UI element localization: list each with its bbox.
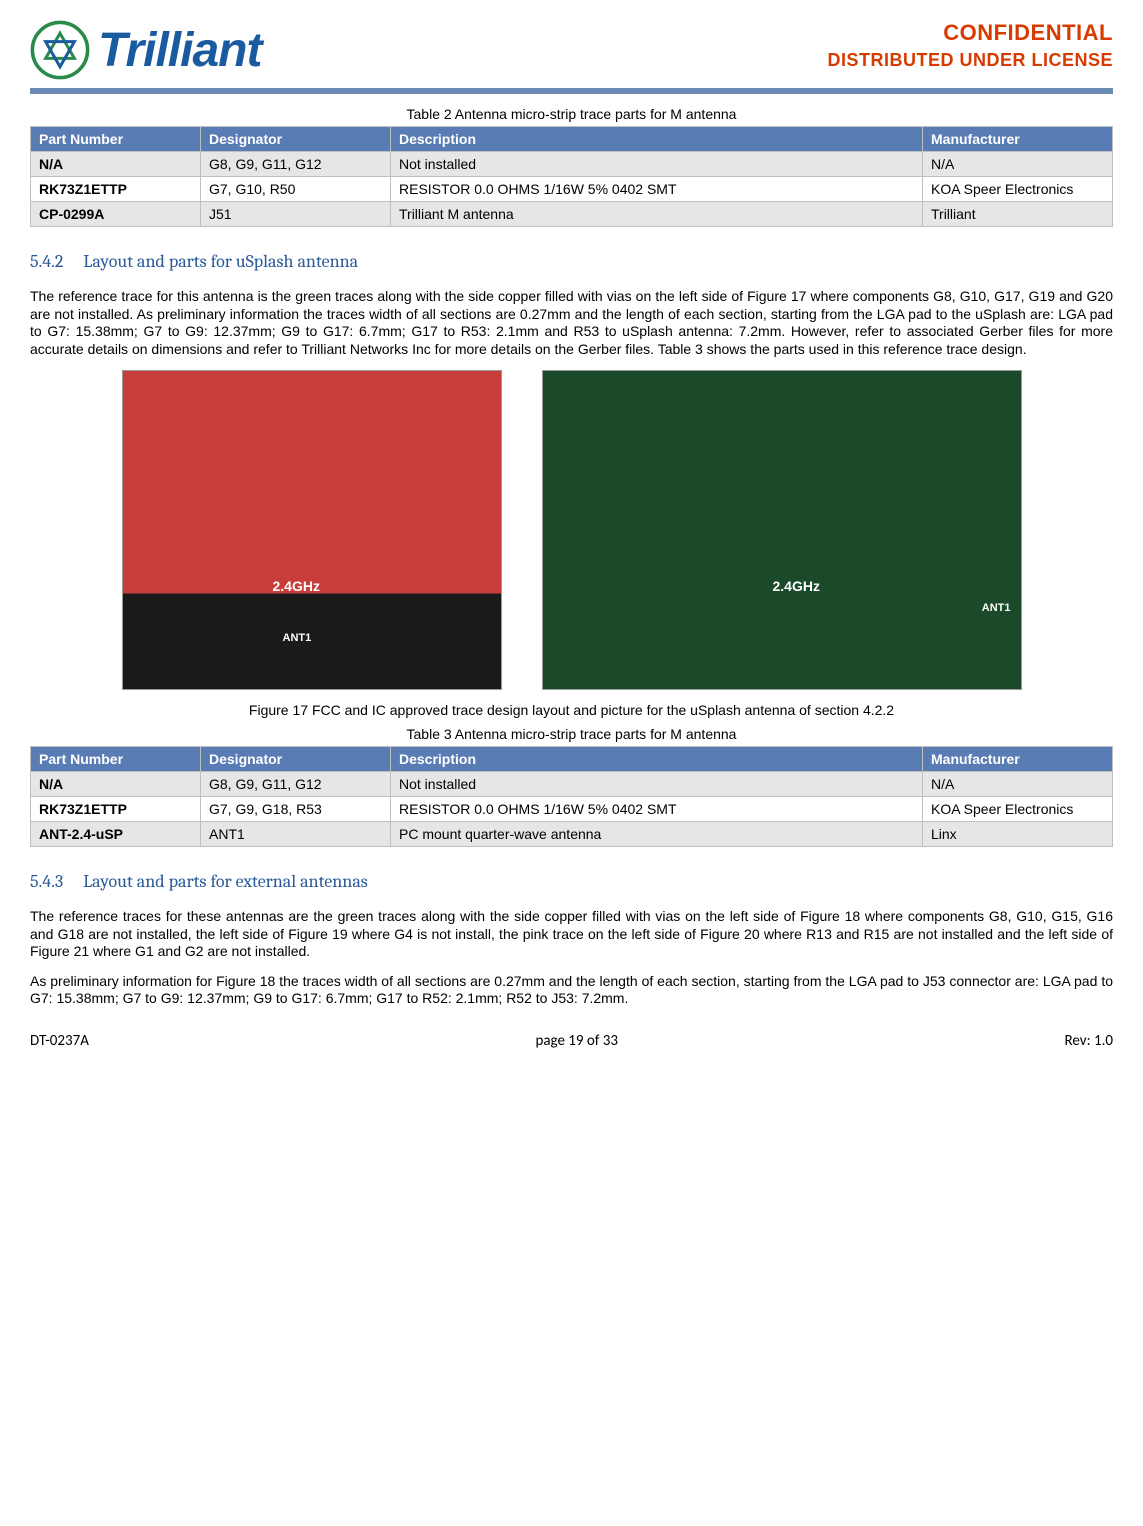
figure17-caption: Figure 17 FCC and IC approved trace desi… bbox=[30, 702, 1113, 718]
cell-pn: N/A bbox=[31, 152, 201, 177]
logo-text: Trilliant bbox=[98, 23, 261, 78]
section-number: 5.4.3 bbox=[30, 871, 63, 892]
col-designator: Designator bbox=[201, 747, 391, 772]
footer-doc-id: DT-0237A bbox=[30, 1032, 89, 1050]
col-description: Description bbox=[391, 747, 923, 772]
cell-mfr: KOA Speer Electronics bbox=[923, 797, 1113, 822]
cell-desc: RESISTOR 0.0 OHMS 1/16W 5% 0402 SMT bbox=[391, 177, 923, 202]
logo: Trilliant bbox=[30, 20, 261, 80]
table-header-row: Part Number Designator Description Manuf… bbox=[31, 127, 1113, 152]
figure17-photo-image: 2.4GHz ANT1 bbox=[542, 370, 1022, 690]
footer-page: page 19 of 33 bbox=[535, 1032, 618, 1050]
section-title: Layout and parts for uSplash antenna bbox=[83, 251, 358, 272]
section-543-para1: The reference traces for these antennas … bbox=[30, 908, 1113, 961]
table-row: CP-0299A J51 Trilliant M antenna Trillia… bbox=[31, 202, 1113, 227]
cell-pn: CP-0299A bbox=[31, 202, 201, 227]
col-designator: Designator bbox=[201, 127, 391, 152]
section-542-para: The reference trace for this antenna is … bbox=[30, 288, 1113, 358]
page-footer: DT-0237A page 19 of 33 Rev: 1.0 bbox=[30, 1032, 1113, 1050]
section-543-para2: As preliminary information for Figure 18… bbox=[30, 973, 1113, 1008]
cell-mfr: N/A bbox=[923, 152, 1113, 177]
cell-des: G8, G9, G11, G12 bbox=[201, 772, 391, 797]
table3: Part Number Designator Description Manuf… bbox=[30, 746, 1113, 847]
cell-pn: N/A bbox=[31, 772, 201, 797]
cell-desc: Not installed bbox=[391, 772, 923, 797]
cell-mfr: KOA Speer Electronics bbox=[923, 177, 1113, 202]
table-row: ANT-2.4-uSP ANT1 PC mount quarter-wave a… bbox=[31, 822, 1113, 847]
fig-label-ant1: ANT1 bbox=[283, 632, 312, 644]
trilliant-logo-icon bbox=[30, 20, 90, 80]
confidential-label: CONFIDENTIAL bbox=[827, 20, 1113, 46]
cell-des: G8, G9, G11, G12 bbox=[201, 152, 391, 177]
cell-mfr: Trilliant bbox=[923, 202, 1113, 227]
fig-label-24ghz: 2.4GHz bbox=[273, 578, 320, 594]
col-manufacturer: Manufacturer bbox=[923, 127, 1113, 152]
table-row: N/A G8, G9, G11, G12 Not installed N/A bbox=[31, 772, 1113, 797]
cell-des: J51 bbox=[201, 202, 391, 227]
confidential-block: CONFIDENTIAL DISTRIBUTED UNDER LICENSE bbox=[827, 20, 1113, 71]
cell-desc: RESISTOR 0.0 OHMS 1/16W 5% 0402 SMT bbox=[391, 797, 923, 822]
fig-label-ant1: ANT1 bbox=[982, 602, 1011, 614]
cell-des: ANT1 bbox=[201, 822, 391, 847]
cell-pn: ANT-2.4-uSP bbox=[31, 822, 201, 847]
section-543-heading: 5.4.3 Layout and parts for external ante… bbox=[30, 871, 1113, 892]
col-part-number: Part Number bbox=[31, 747, 201, 772]
cell-pn: RK73Z1ETTP bbox=[31, 177, 201, 202]
cell-mfr: N/A bbox=[923, 772, 1113, 797]
header-rule bbox=[30, 88, 1113, 94]
figure17-row: 2.4GHz ANT1 2.4GHz ANT1 bbox=[30, 370, 1113, 690]
table3-caption: Table 3 Antenna micro-strip trace parts … bbox=[30, 726, 1113, 742]
cell-desc: PC mount quarter-wave antenna bbox=[391, 822, 923, 847]
cell-mfr: Linx bbox=[923, 822, 1113, 847]
cell-des: G7, G9, G18, R53 bbox=[201, 797, 391, 822]
figure17-layout-image: 2.4GHz ANT1 bbox=[122, 370, 502, 690]
col-description: Description bbox=[391, 127, 923, 152]
table-row: RK73Z1ETTP G7, G10, R50 RESISTOR 0.0 OHM… bbox=[31, 177, 1113, 202]
cell-desc: Trilliant M antenna bbox=[391, 202, 923, 227]
col-manufacturer: Manufacturer bbox=[923, 747, 1113, 772]
cell-desc: Not installed bbox=[391, 152, 923, 177]
table2: Part Number Designator Description Manuf… bbox=[30, 126, 1113, 227]
table-row: RK73Z1ETTP G7, G9, G18, R53 RESISTOR 0.0… bbox=[31, 797, 1113, 822]
fig-label-24ghz: 2.4GHz bbox=[773, 578, 820, 594]
section-title: Layout and parts for external antennas bbox=[83, 871, 368, 892]
col-part-number: Part Number bbox=[31, 127, 201, 152]
section-number: 5.4.2 bbox=[30, 251, 63, 272]
table-header-row: Part Number Designator Description Manuf… bbox=[31, 747, 1113, 772]
distributed-label: DISTRIBUTED UNDER LICENSE bbox=[827, 50, 1113, 71]
section-542-heading: 5.4.2 Layout and parts for uSplash anten… bbox=[30, 251, 1113, 272]
table2-caption: Table 2 Antenna micro-strip trace parts … bbox=[30, 106, 1113, 122]
footer-rev: Rev: 1.0 bbox=[1065, 1032, 1113, 1050]
cell-des: G7, G10, R50 bbox=[201, 177, 391, 202]
page-header: Trilliant CONFIDENTIAL DISTRIBUTED UNDER… bbox=[30, 20, 1113, 80]
table-row: N/A G8, G9, G11, G12 Not installed N/A bbox=[31, 152, 1113, 177]
cell-pn: RK73Z1ETTP bbox=[31, 797, 201, 822]
